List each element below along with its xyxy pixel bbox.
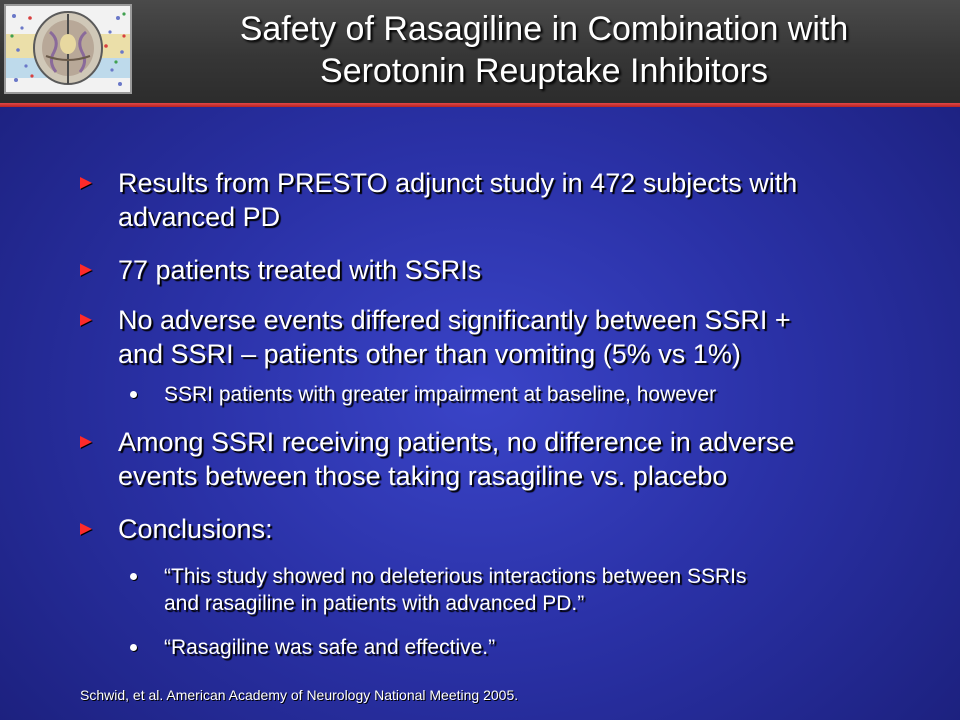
bullet-dot-icon	[130, 573, 137, 580]
bullet-text: events between those taking rasagiline v…	[118, 461, 728, 491]
bullet-text: No adverse events differed significantly…	[118, 305, 791, 335]
slide-title: Safety of Rasagiline in Combination with…	[140, 8, 948, 92]
sub-bullet-text: “This study showed no deleterious intera…	[164, 565, 747, 588]
slide-title-line: Safety of Rasagiline in Combination with	[239, 10, 849, 48]
sub-bullet-text: SSRI patients with greater impairment at…	[164, 383, 717, 406]
bullet-dot-icon	[130, 644, 137, 651]
bullet-text: advanced PD	[118, 202, 281, 232]
bullet-dot-icon	[130, 391, 137, 398]
bullet-arrow-icon	[80, 436, 92, 448]
bullet-arrow-icon	[80, 264, 92, 276]
slide-title-line: Serotonin Reuptake Inhibitors	[320, 52, 768, 90]
bullet-text: 77 patients treated with SSRIs	[118, 255, 482, 285]
bullet-arrow-icon	[80, 314, 92, 326]
bullet-arrow-icon	[80, 177, 92, 189]
brain-scan-icon	[4, 4, 132, 94]
bullet-text: Conclusions:	[118, 514, 273, 544]
citation-footnote: Schwid, et al. American Academy of Neuro…	[80, 687, 519, 703]
bullet-text: Results from PRESTO adjunct study in 472…	[118, 168, 798, 198]
slide-header	[0, 0, 960, 103]
sub-bullet-text: and rasagiline in patients with advanced…	[164, 592, 585, 615]
header-divider	[0, 103, 960, 107]
sub-bullet-text: “Rasagiline was safe and effective.”	[164, 636, 496, 659]
bullet-arrow-icon	[80, 523, 92, 535]
bullet-text: and SSRI – patients other than vomiting …	[118, 339, 741, 369]
bullet-text: Among SSRI receiving patients, no differ…	[118, 427, 795, 457]
